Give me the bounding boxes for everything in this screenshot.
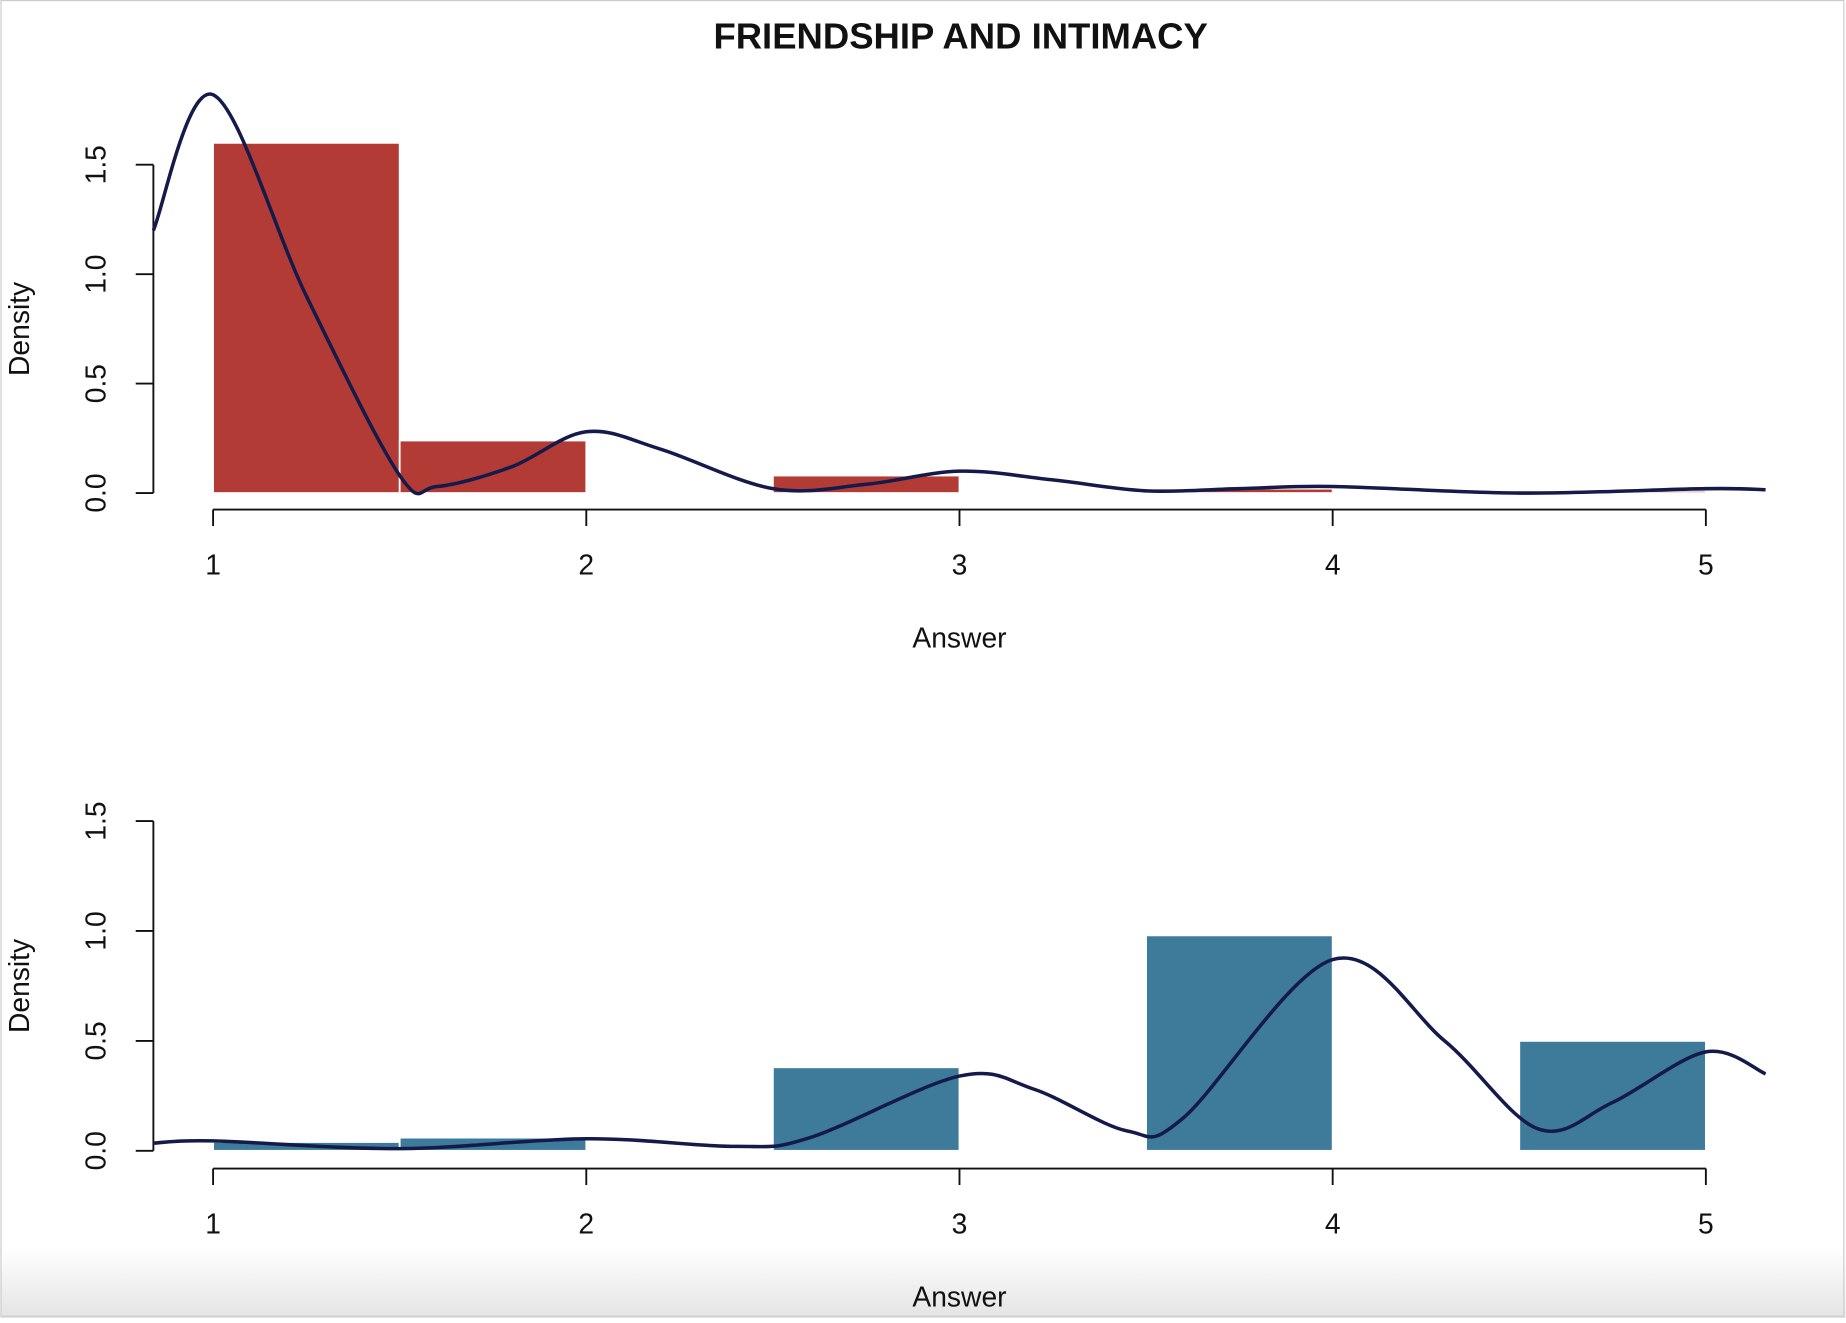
x-tick-label: 5 [1698,549,1714,581]
density-curve [153,956,1767,1151]
x-axis-label: Answer [912,1281,1006,1313]
y-tick-label: 1.5 [80,801,112,840]
x-tick-label: 4 [1325,549,1341,581]
x-axis-label: Answer [912,622,1006,654]
x-tick-label: 3 [952,549,968,581]
y-tick-label: 0.5 [80,364,112,403]
histogram-bar [1145,934,1334,1152]
y-axis-label: Density [3,281,35,376]
window-footer [0,1247,1846,1318]
histogram-bar [212,141,401,494]
x-tick-label: 2 [578,549,594,581]
histogram-bar [772,1066,961,1152]
density-curve [151,92,1766,496]
y-tick-label: 0.0 [80,473,112,512]
y-tick-label: 0.0 [80,1131,112,1170]
chart-title: FRIENDSHIP AND INTIMACY [713,15,1207,56]
y-tick-label: 0.5 [80,1021,112,1060]
y-tick-label: 1.0 [80,255,112,294]
x-tick-label: 1 [205,1208,221,1240]
x-tick-label: 4 [1325,1208,1341,1240]
y-axis-label: Density [3,938,35,1033]
y-tick-label: 1.0 [80,911,112,950]
x-tick-label: 2 [578,1208,594,1240]
histogram-bar [1518,1040,1707,1152]
x-tick-label: 3 [952,1208,968,1240]
histogram-bar [398,439,588,494]
y-tick-label: 1.5 [80,145,112,184]
x-tick-label: 1 [205,549,221,581]
x-tick-label: 5 [1698,1208,1714,1240]
